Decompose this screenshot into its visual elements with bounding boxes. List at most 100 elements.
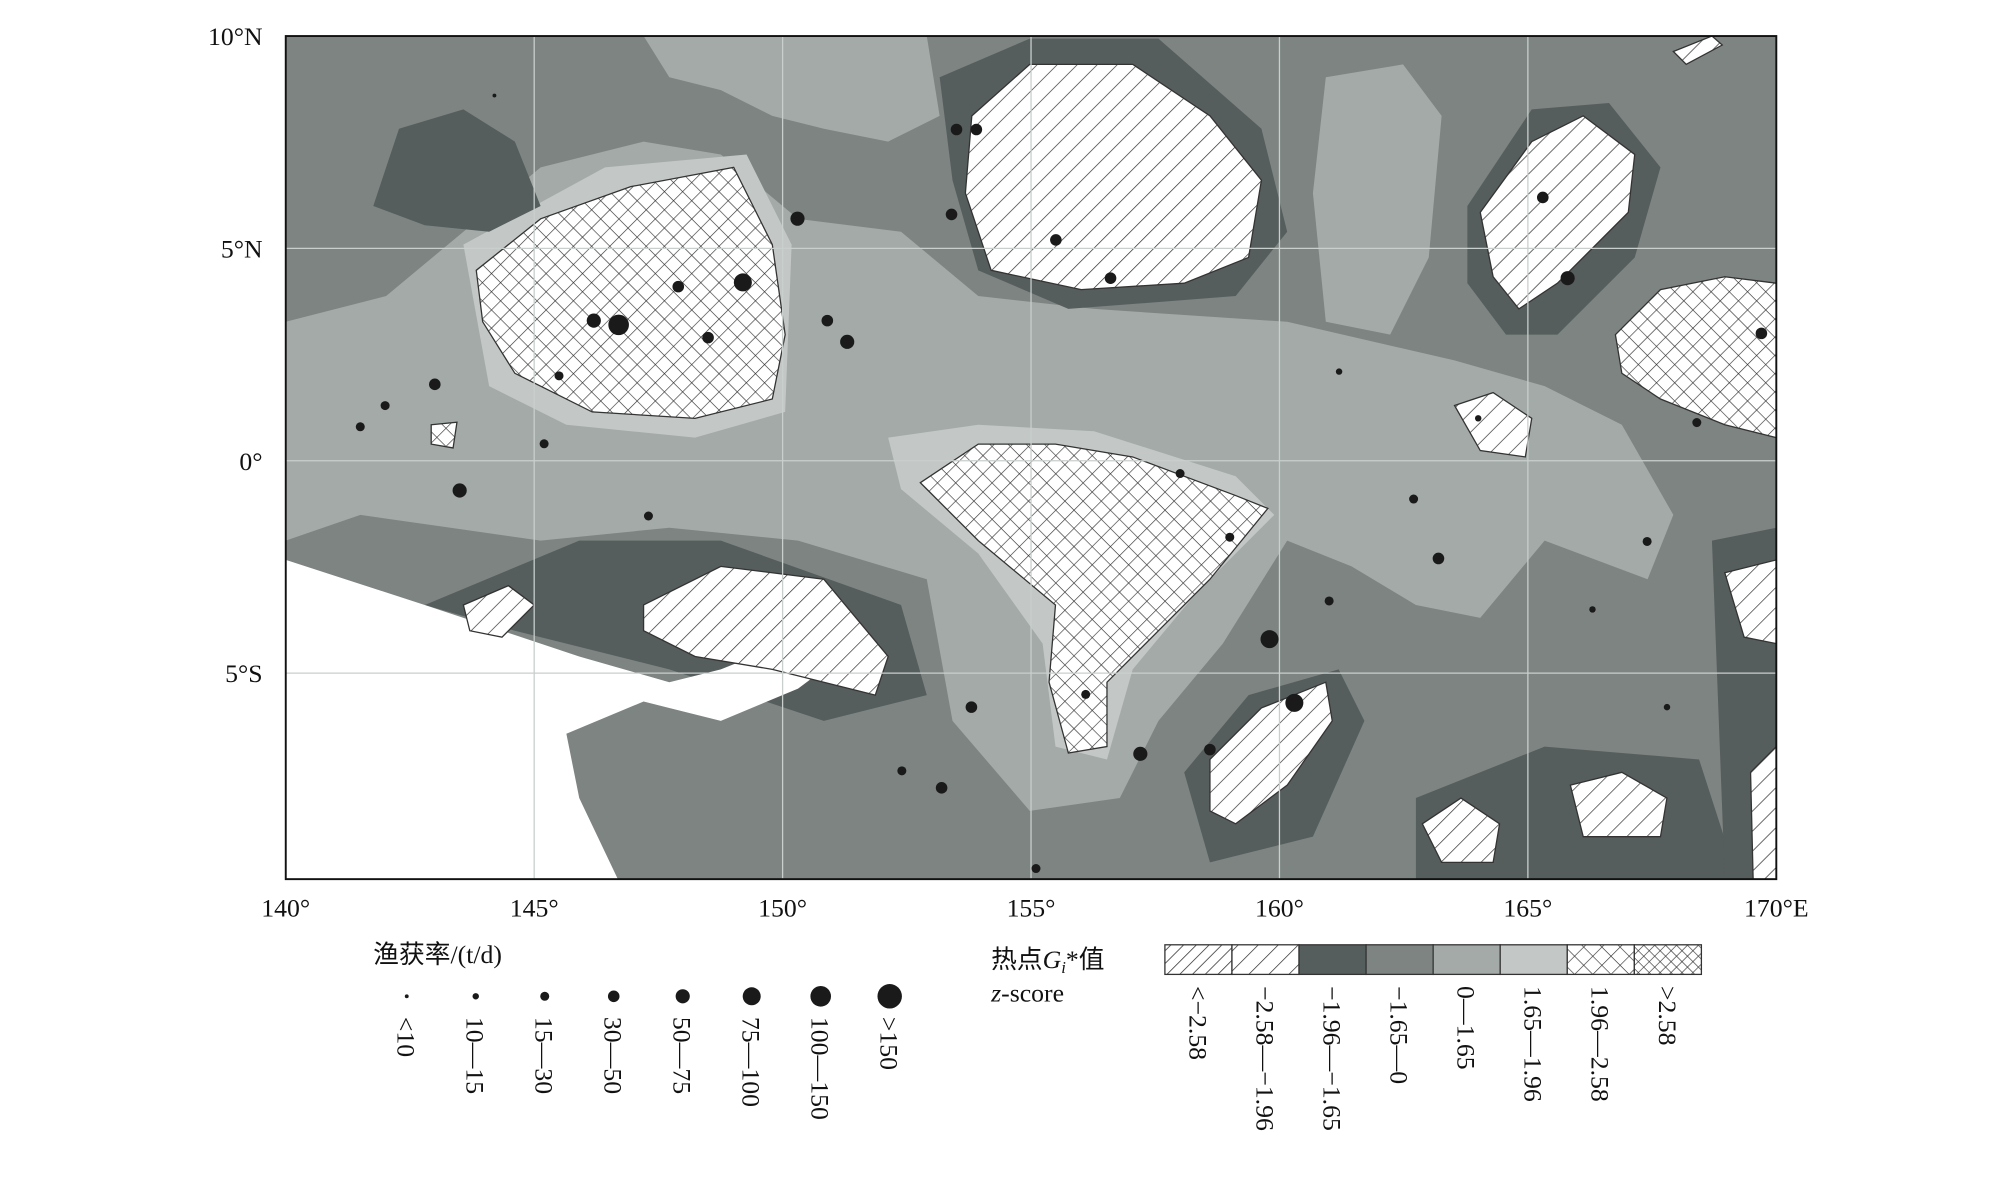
catch-point bbox=[1260, 630, 1279, 649]
catch-point bbox=[380, 401, 390, 411]
legend-symbol bbox=[404, 994, 409, 999]
catch-point bbox=[1835, 425, 1847, 437]
title-suffix: *值 bbox=[1066, 945, 1105, 974]
subtitle-rest: -score bbox=[1001, 978, 1064, 1007]
catch-point bbox=[1474, 415, 1482, 422]
catch-point bbox=[1949, 383, 1961, 395]
map-frame bbox=[284, 35, 1778, 881]
legend-swatch bbox=[1432, 944, 1501, 976]
catch-point bbox=[945, 208, 958, 221]
catch-point bbox=[1204, 743, 1216, 756]
subtitle-italic: z bbox=[990, 978, 1001, 1007]
catch-point bbox=[539, 439, 549, 449]
catch-point bbox=[1692, 418, 1702, 428]
catch-point bbox=[1409, 494, 1419, 504]
catch-point bbox=[1031, 864, 1041, 874]
catch-point bbox=[1104, 272, 1117, 284]
catch-point bbox=[429, 378, 441, 391]
legend-symbol bbox=[877, 984, 902, 1009]
catch-point bbox=[1589, 606, 1596, 613]
legend-label: <10 bbox=[392, 1017, 421, 1057]
title-subscript: i bbox=[1061, 958, 1066, 977]
hotspot-legend-title: 热点Gi*值 bbox=[991, 945, 1104, 977]
x-tick-label: 170°E bbox=[1744, 893, 1809, 922]
catch-point bbox=[554, 371, 564, 381]
catch-point bbox=[1560, 271, 1575, 286]
catch-point bbox=[1081, 689, 1091, 699]
catch-point bbox=[935, 782, 948, 794]
x-tick-label: 165° bbox=[1503, 893, 1552, 922]
catch-point bbox=[1815, 489, 1827, 501]
catch-point bbox=[1900, 383, 1912, 395]
catch-point bbox=[840, 334, 855, 349]
y-tick-label: 10°N bbox=[208, 22, 263, 51]
catch-point bbox=[790, 211, 805, 226]
legend-label: >2.58 bbox=[1653, 986, 1682, 1046]
catch-point bbox=[1432, 552, 1445, 565]
x-tick-label: 160° bbox=[1255, 893, 1304, 922]
catch-point bbox=[702, 331, 714, 344]
map-area bbox=[285, 36, 1977, 880]
catch-point bbox=[1285, 693, 1304, 712]
catch-point bbox=[1050, 234, 1062, 246]
catch-point bbox=[1324, 596, 1334, 606]
legend-label: 15—30 bbox=[530, 1017, 559, 1094]
legend-label: −1.65—0 bbox=[1385, 986, 1414, 1084]
catch-point bbox=[1885, 315, 1897, 327]
legend-swatch bbox=[1231, 944, 1300, 976]
catch-point bbox=[1859, 314, 1873, 328]
catch-point bbox=[643, 511, 653, 521]
catch-point bbox=[821, 314, 834, 327]
x-tick-label: 145° bbox=[510, 893, 559, 922]
catch-point bbox=[1225, 532, 1235, 542]
legend-label: <−2.58 bbox=[1183, 986, 1212, 1060]
catch-point bbox=[1335, 368, 1343, 375]
legend-symbol bbox=[607, 990, 620, 1003]
catch-point bbox=[733, 273, 752, 292]
legend-swatch bbox=[1633, 944, 1703, 976]
catch-point bbox=[897, 766, 907, 776]
legend-symbol bbox=[675, 989, 690, 1004]
catch-point bbox=[1663, 703, 1671, 711]
y-tick-label: 5°N bbox=[221, 234, 263, 263]
hotspot-legend: 热点Gi*值 z-score <−2.58 −2.58—−1.96 −1.96—−1… bbox=[990, 944, 1703, 1131]
y-tick-label: 0° bbox=[239, 447, 262, 476]
land bbox=[285, 559, 824, 880]
x-tick-label: 150° bbox=[758, 893, 807, 922]
y-tick-label: 5°S bbox=[225, 659, 262, 688]
legend-label: −1.96—−1.65 bbox=[1317, 986, 1346, 1131]
legend-label: 1.65—1.96 bbox=[1519, 986, 1548, 1102]
catch-point bbox=[1755, 327, 1768, 340]
legend-swatch bbox=[1499, 944, 1568, 976]
x-tick-label: 155° bbox=[1007, 893, 1056, 922]
catch-point bbox=[970, 123, 983, 136]
legend-label: 30—50 bbox=[599, 1017, 628, 1094]
legend-label: −2.58—−1.96 bbox=[1250, 986, 1279, 1131]
axes: 140° 145° 150° 155° 160° 165° 170°E 10°N 5°N 0° 5°… bbox=[208, 22, 1809, 922]
legend-label: 50—75 bbox=[668, 1017, 697, 1094]
legend-label: 0—1.65 bbox=[1452, 986, 1481, 1070]
catch-point bbox=[1536, 191, 1549, 204]
catch-point bbox=[950, 123, 963, 136]
legend-symbol bbox=[742, 987, 761, 1006]
legend-swatch bbox=[1164, 944, 1233, 976]
legend-symbol bbox=[540, 991, 550, 1001]
legend-symbol bbox=[472, 993, 479, 1000]
legend-label: 100—150 bbox=[806, 1017, 835, 1120]
catch-point bbox=[608, 314, 629, 336]
legend-label: 75—100 bbox=[737, 1017, 766, 1107]
legend-swatch bbox=[1298, 944, 1367, 976]
catch-point bbox=[1963, 339, 1977, 353]
catch-point bbox=[1133, 746, 1148, 761]
catch-point bbox=[355, 422, 365, 432]
legend-label: >150 bbox=[875, 1017, 904, 1070]
legend-label: 1.96—2.58 bbox=[1586, 986, 1615, 1102]
catch-point bbox=[1175, 469, 1185, 479]
catch-points bbox=[355, 93, 1977, 874]
graticule bbox=[285, 36, 1777, 880]
title-symbol: G bbox=[1043, 945, 1062, 974]
legend-swatch bbox=[1365, 944, 1434, 976]
